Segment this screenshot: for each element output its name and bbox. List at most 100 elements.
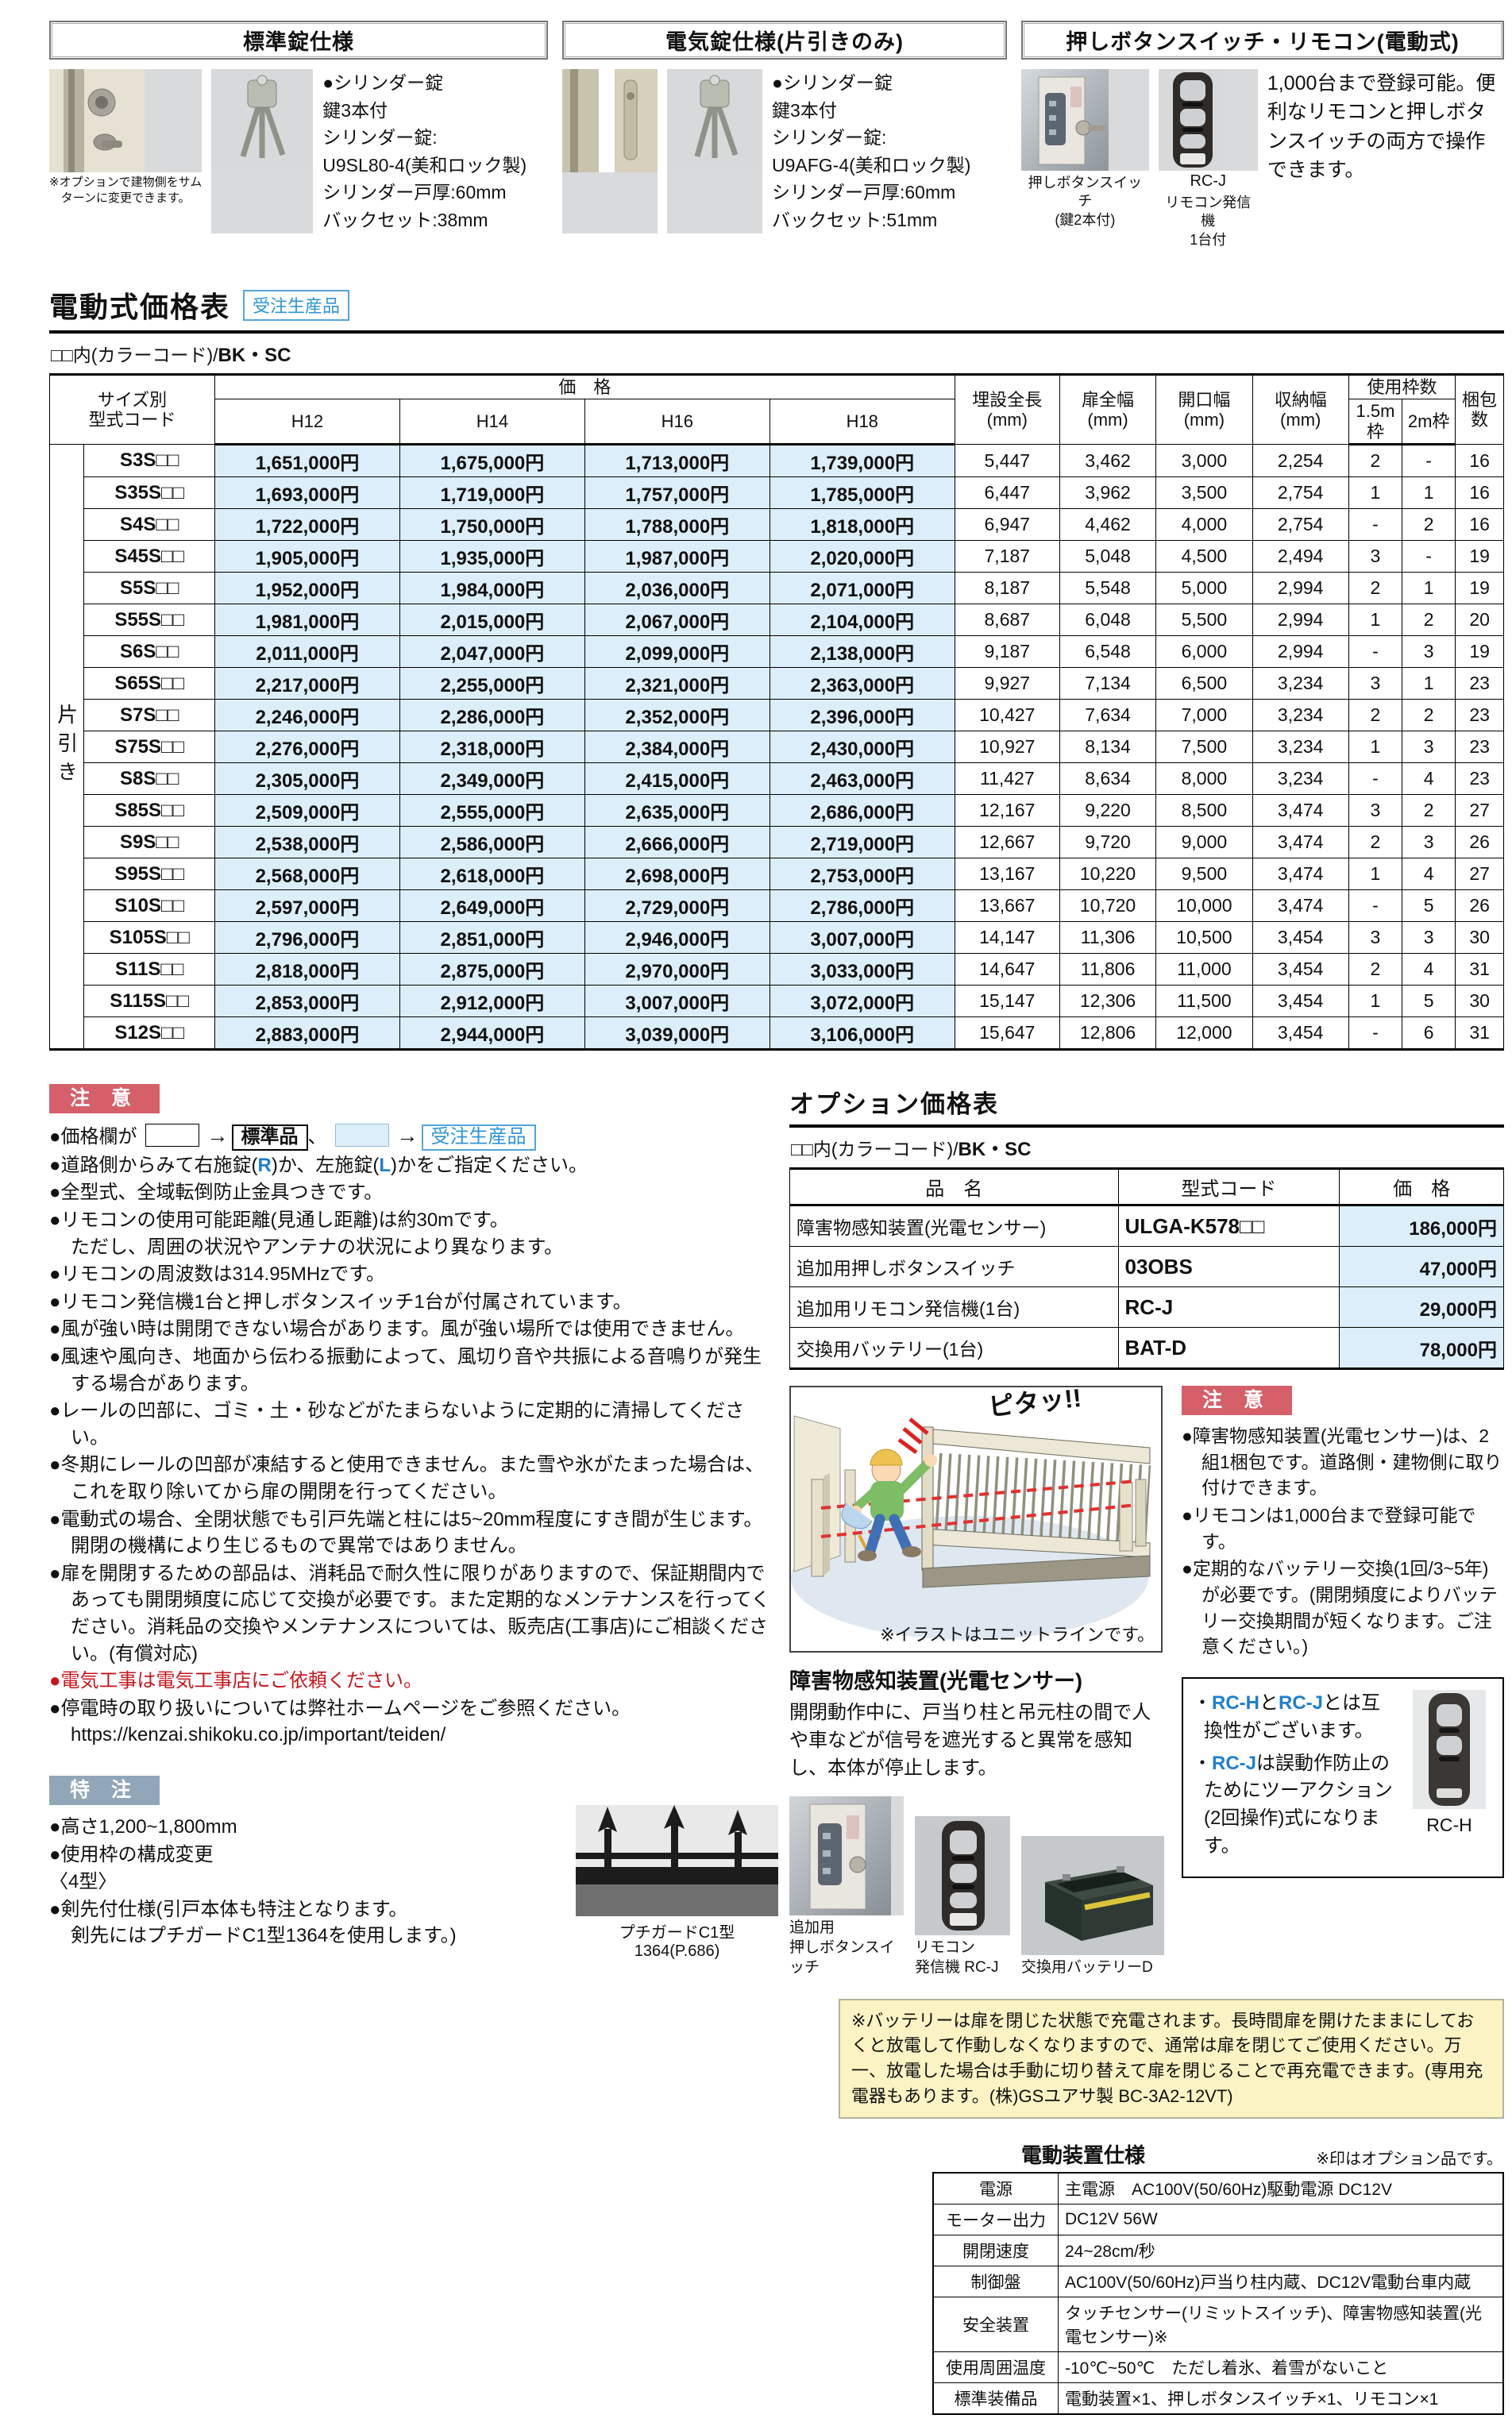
keys-photo	[667, 69, 762, 233]
note-item: ●価格欄が → 標準品、 → 受注生産品	[49, 1121, 778, 1151]
option-photos-row: 追加用 押しボタンスイッチ	[789, 1796, 1164, 1977]
additional-switch-caption: 追加用 押しボタンスイッチ	[789, 1919, 895, 1976]
model-code-cell: S105S□□	[83, 921, 216, 955]
dimension-cell: 10,720	[1059, 889, 1157, 923]
additional-push-button-photo	[789, 1796, 904, 1916]
dimension-cell: 2	[1402, 794, 1456, 827]
options-header-name: 品 名	[789, 1168, 1119, 1207]
sensor-right-col: 注 意 ●障害物感知装置(光電センサー)は、2組1梱包です。道路側・建物側に取り…	[1164, 1386, 1504, 1977]
standard-lock-photo-caption: ※オプションで建物側をサム ターンに変更できます。	[49, 176, 202, 205]
dimension-cell: 3,462	[1059, 444, 1157, 478]
dimension-cell: 12,306	[1059, 985, 1157, 1018]
standard-lock-photo-col: ※オプションで建物側をサム ターンに変更できます。	[49, 69, 202, 233]
price-cell: 2,568,000円	[214, 858, 400, 891]
petit-guard-col: プチガードC1型 1364(P.686)	[576, 1804, 778, 1961]
dimension-cell: 1	[1348, 476, 1403, 510]
note-item: ●リモコンの周波数は314.95MHzです。	[49, 1263, 385, 1286]
price-cell: 2,384,000円	[584, 731, 770, 764]
divider	[789, 1124, 1504, 1128]
dimension-cell: 2,754	[1252, 476, 1349, 510]
option-code-cell: RC-J	[1117, 1286, 1340, 1329]
dimension-cell: 15,147	[954, 985, 1060, 1018]
spec-row: 使用周囲温度 -10℃~50℃ ただし着氷、着雪がないこと	[932, 2351, 1504, 2384]
dimension-cell: 19	[1455, 572, 1504, 605]
price-table-body: 片引き S3S□□ 1,651,000円 1,675,000円 1,713,000円 1,…	[48, 444, 1504, 1051]
dimension-cell: 3	[1348, 921, 1403, 955]
additional-switch-item: 追加用 押しボタンスイッチ	[789, 1796, 904, 1977]
header-opening-width: 開口幅 (mm)	[1155, 374, 1253, 446]
dimension-cell: 23	[1455, 731, 1504, 764]
switch-remote-box: 押しボタンスイッチ・リモコン(電動式)	[1021, 21, 1504, 249]
model-code-cell: S115S□□	[83, 985, 216, 1018]
dimension-cell: 6,000	[1155, 635, 1253, 669]
switch-remote-title: 押しボタンスイッチ・リモコン(電動式)	[1021, 21, 1504, 60]
dimension-cell: 12,806	[1059, 1016, 1157, 1051]
price-cell: 2,729,000円	[584, 889, 770, 923]
dimension-cell: 12,667	[954, 826, 1060, 859]
model-code-cell: S5S□□	[83, 572, 216, 605]
price-cell: 2,020,000円	[769, 540, 955, 573]
option-name-cell: 追加用押しボタンスイッチ	[789, 1246, 1119, 1288]
rc-note-line: ・RC-Jは誤動作防止のためにツーアクション(2回操作)式になります。	[1193, 1752, 1393, 1857]
sensor-description: 開閉動作中に、戸当り柱と吊元柱の間で人や車などが信号を遮光すると異常を感知し、本…	[789, 1702, 1151, 1779]
spec-value-cell: AC100V(50/60Hz)戸当り柱内蔵、DC12V電動台車内蔵	[1058, 2266, 1504, 2298]
model-code-cell: S35S□□	[83, 476, 216, 510]
dimension-cell: 2	[1402, 508, 1456, 542]
sensor-left-col: ピタッ!! ※イラストはユニットラインです。 障害物感知装置(光電センサー) 開…	[789, 1383, 1164, 1977]
replacement-battery-photo	[1021, 1835, 1164, 1955]
spec-note: ※印はオプション品です。	[1316, 2150, 1502, 2169]
dimension-cell: 7,134	[1059, 667, 1157, 700]
arrow-icon: →	[206, 1124, 229, 1148]
note-item: ●風速や風向き、地面から伝わる振動によって、風切り音や共振による音鳴りが発生する…	[49, 1346, 762, 1394]
price-row: S5S□□ 1,952,000円 1,984,000円 2,036,000円 2,071…	[50, 572, 1504, 605]
push-button-switch-caption: 押しボタンスイッチ (鍵2本付)	[1028, 175, 1143, 228]
price-cell: 1,722,000円	[214, 508, 400, 542]
price-cell: 2,912,000円	[399, 985, 585, 1018]
dimension-cell: 9,187	[954, 635, 1060, 669]
dimension-cell: 4	[1402, 762, 1456, 796]
spec-value-cell: DC12V 56W	[1058, 2204, 1504, 2236]
model-code-cell: S95S□□	[83, 858, 216, 891]
price-cell: 2,509,000円	[214, 794, 400, 827]
price-cell: 2,246,000円	[214, 699, 400, 732]
spec-label-cell: 開閉速度	[932, 2235, 1059, 2267]
remote-col: RC-J リモコン発信機 1台付	[1158, 69, 1258, 249]
dimension-cell: 5	[1402, 889, 1456, 923]
option-name-cell: 交換用バッテリー(1台)	[789, 1327, 1119, 1370]
dimension-cell: 19	[1455, 635, 1504, 669]
price-cell: 3,007,000円	[584, 985, 770, 1018]
illustration-caption: ※イラストはユニットラインです。	[880, 1625, 1155, 1645]
options-column: オプション価格表 □□内(カラーコード)/BK・SC 品 名 型式コード 価 格…	[789, 1084, 1504, 2416]
dimension-cell: 10,500	[1155, 921, 1253, 955]
keys-photo	[211, 69, 314, 233]
price-row: S12S□□ 2,883,000円 2,944,000円 3,039,000円 3,10…	[50, 1016, 1504, 1051]
dimension-cell: 6,048	[1059, 604, 1157, 637]
dimension-cell: 16	[1455, 476, 1504, 510]
spec-label-cell: 制御盤	[932, 2266, 1059, 2298]
price-cell: 3,106,000円	[769, 1016, 955, 1051]
note-item: ●リモコンは1,000台まで登録可能です。	[1182, 1505, 1476, 1552]
note-item: ●障害物感知装置(光電センサー)は、2組1梱包です。道路側・建物側に取り付けでき…	[1182, 1425, 1502, 1499]
price-cell: 2,071,000円	[769, 572, 955, 605]
dimension-cell: 6,548	[1059, 635, 1157, 669]
price-cell: 2,036,000円	[584, 572, 770, 605]
options-header-code: 型式コード	[1117, 1168, 1340, 1207]
dimension-cell: 5,048	[1059, 540, 1157, 573]
electric-lock-box: 電気錠仕様(片引きのみ)	[562, 21, 1007, 249]
dimension-cell: 30	[1455, 985, 1504, 1018]
options-color-values: BK・SC	[958, 1139, 1032, 1161]
price-cell: 2,138,000円	[769, 635, 955, 669]
standard-lock-specs: ●シリンダー錠 鍵3本付 シリンダー錠: U9SL80-4(美和ロック製) シリ…	[322, 72, 527, 230]
dimension-cell: 3,962	[1059, 476, 1157, 510]
price-row: S35S□□ 1,693,000円 1,719,000円 1,757,000円 1,78…	[50, 476, 1504, 510]
dimension-cell: 23	[1455, 667, 1504, 700]
dimension-cell: 3,454	[1252, 1016, 1349, 1051]
dimension-cell: 27	[1455, 858, 1504, 891]
dimension-cell: 11,427	[954, 762, 1060, 796]
spec-section: 電動装置仕様 ※印はオプション品です。 電源 主電源 AC100V(50/60Hz…	[932, 2139, 1504, 2416]
dimension-cell: 2	[1402, 604, 1456, 637]
price-table: サイズ別 型式コード 価 格 埋設全長 (mm) 扉全幅 (mm) 開口幅 (m…	[48, 373, 1504, 1051]
options-header-price: 価 格	[1339, 1168, 1504, 1207]
dimension-cell: 8,000	[1155, 762, 1253, 796]
